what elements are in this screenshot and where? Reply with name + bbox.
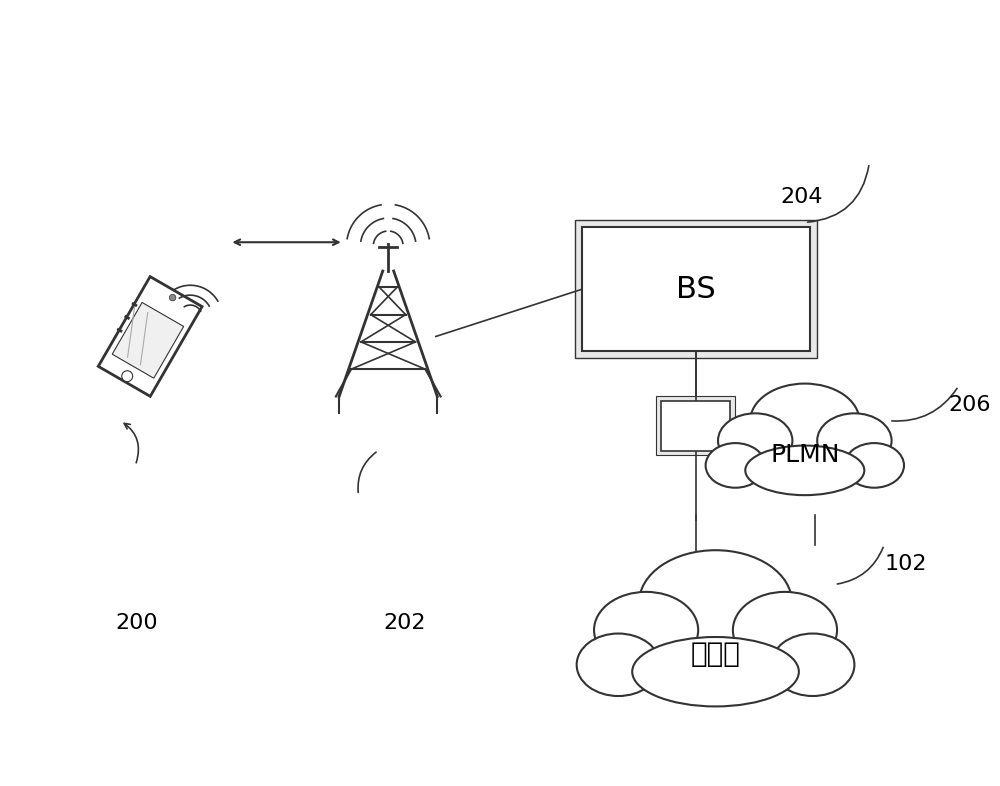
- Circle shape: [122, 371, 133, 382]
- Ellipse shape: [844, 443, 904, 488]
- Ellipse shape: [577, 634, 660, 696]
- Ellipse shape: [745, 446, 864, 495]
- Ellipse shape: [594, 592, 698, 668]
- Ellipse shape: [771, 634, 854, 696]
- Text: BS: BS: [676, 275, 716, 304]
- FancyBboxPatch shape: [656, 396, 735, 456]
- Circle shape: [169, 294, 176, 301]
- Text: PLMN: PLMN: [770, 443, 840, 468]
- Text: 204: 204: [780, 186, 823, 207]
- Text: 200: 200: [115, 613, 158, 633]
- Text: 102: 102: [884, 553, 927, 574]
- Ellipse shape: [733, 592, 837, 668]
- Text: 202: 202: [383, 613, 426, 633]
- Polygon shape: [112, 303, 184, 378]
- Ellipse shape: [750, 384, 859, 458]
- Ellipse shape: [706, 443, 765, 488]
- FancyBboxPatch shape: [661, 401, 730, 450]
- Text: 因特网: 因特网: [691, 640, 740, 668]
- FancyBboxPatch shape: [575, 220, 817, 358]
- Ellipse shape: [718, 413, 792, 468]
- Polygon shape: [98, 277, 202, 396]
- FancyBboxPatch shape: [582, 227, 810, 351]
- Ellipse shape: [817, 413, 892, 468]
- Ellipse shape: [639, 550, 792, 655]
- Text: 206: 206: [949, 395, 991, 415]
- Ellipse shape: [632, 637, 799, 707]
